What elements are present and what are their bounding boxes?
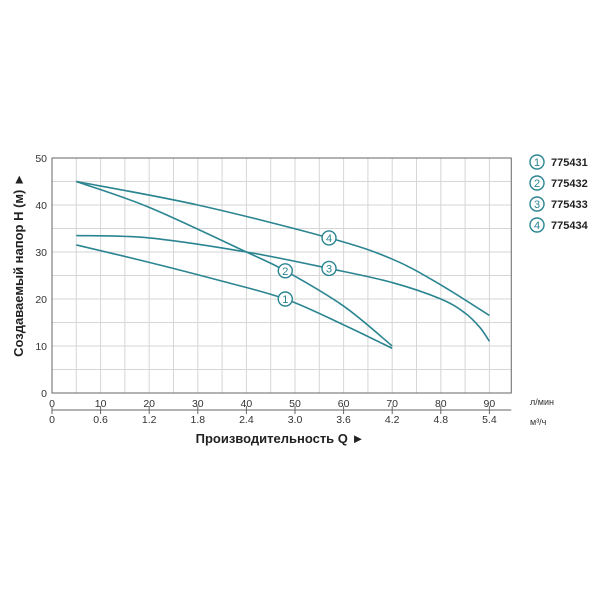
legend-marker [529,175,545,191]
x-tick-label: 70 [386,398,398,410]
legend-marker-label: 2 [534,178,540,190]
x-unit-primary: л/мин [530,397,554,407]
x2-tick-label: 4.2 [385,414,400,426]
x2-tick-label: 2.4 [239,414,254,426]
x2-tick-label: 5.4 [482,414,497,426]
series-marker-label: 3 [326,263,332,275]
x-tick-label: 50 [289,398,301,410]
x2-tick-label: 4.8 [433,414,448,426]
axes: 0 10 20 30 40 50 0 10 20 30 40 50 60 70 80 90 0 0.6 1.2 1.8… [35,153,512,426]
plot-frame [51,157,512,394]
x2-tick-label: 1.8 [190,414,205,426]
legend-entry-label: 775433 [551,199,588,211]
x-tick-label: 0 [49,398,55,410]
x2-tick-label: 0 [49,414,55,426]
series-line-775433 [76,234,491,342]
y-tick-label: 50 [35,153,47,165]
legend-marker [529,154,545,170]
y-tick-label: 0 [41,388,47,400]
series-marker-circle [277,291,293,307]
x-tick-label: 30 [192,398,204,410]
x-tick-label: 90 [484,398,496,410]
series-marker-circle [277,263,293,279]
y-tick-label: 30 [35,247,47,259]
grid [52,158,512,393]
x2-tick-label: 3.0 [288,414,303,426]
series-marker-label: 2 [282,266,288,278]
y-tick-label: 10 [35,341,47,353]
legend-marker-label: 4 [534,220,540,232]
legend-entry-label: 775431 [551,157,588,169]
legend-entry-label: 775432 [551,178,588,190]
series-marker-label: 4 [326,233,332,245]
series-line-775432 [76,180,393,347]
x-unit-secondary: м³/ч [530,417,547,427]
x2-tick-label: 1.2 [142,414,157,426]
series-line-775431 [76,244,393,350]
x-tick-label: 20 [143,398,155,410]
series-marker-label: 1 [282,294,288,306]
series-marker-circle [321,230,337,246]
legend-marker [529,217,545,233]
x-tick-label: 60 [338,398,350,410]
series-marker-circle [321,260,337,277]
legend-marker [529,196,545,212]
legend-marker-label: 3 [534,199,540,211]
y-tick-label: 20 [35,294,47,306]
y-tick-label: 40 [35,200,47,212]
legend: 1 775431 2 775432 3 775433 4 775434 [529,154,589,233]
x-tick-label: 40 [241,398,253,410]
legend-entry-label: 775434 [551,220,589,232]
x-tick-label: 10 [95,398,107,410]
legend-marker-label: 1 [534,157,540,169]
curves: 1 2 3 4 [76,180,491,350]
x-axis-label: Производительность Q ► [196,431,365,446]
x-tick-label: 80 [435,398,447,410]
x2-tick-label: 3.6 [336,414,351,426]
x2-tick-label: 0.6 [93,414,108,426]
y-axis-label: Создаваемый напор H (м) ► [11,173,26,357]
